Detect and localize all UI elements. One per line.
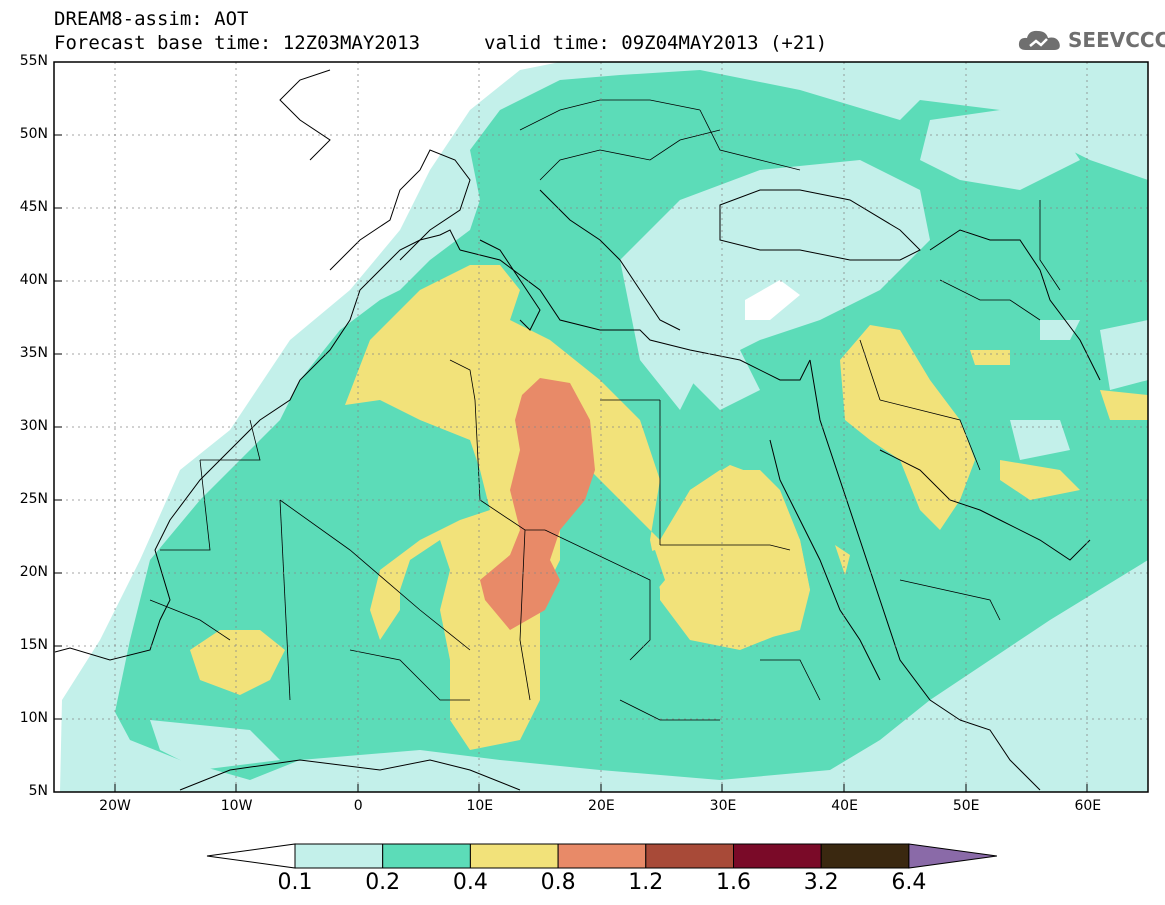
colorbar-segment (733, 843, 822, 869)
lat-label: 5N (28, 783, 48, 799)
lon-label: 30E (709, 798, 737, 814)
lon-label: 10W (220, 798, 253, 814)
lon-label: 0 (353, 798, 363, 814)
lat-label: 20N (19, 564, 48, 580)
colorbar-level-label: 0.1 (277, 870, 313, 895)
seevccc-logo: SEEVCCC (1016, 26, 1165, 54)
lat-label: 25N (19, 491, 48, 507)
colorbar-over-arrow (908, 843, 997, 869)
colorbar-segment (645, 843, 734, 869)
lon-label: 10E (466, 798, 494, 814)
lat-label: 40N (19, 272, 48, 288)
lat-label: 35N (19, 345, 48, 361)
colorbar-segment (382, 843, 471, 869)
colorbar-under-arrow (206, 843, 296, 869)
lon-label: 20E (588, 798, 615, 814)
logo-text: SEEVCCC (1068, 28, 1165, 52)
lat-label: 50N (19, 126, 48, 142)
colorbar-level-label: 0.2 (365, 870, 401, 895)
colorbar-segment (469, 843, 559, 869)
title-2: Forecast base time: 12Z03MAY2013 (54, 32, 421, 54)
title-1: DREAM8-assim: AOT (54, 8, 249, 30)
colorbar-segment (820, 843, 910, 869)
lon-label: 40E (831, 798, 858, 814)
lon-label: 20W (99, 798, 131, 814)
lat-label: 15N (19, 637, 48, 653)
lat-label: 10N (19, 710, 48, 726)
lat-label: 30N (19, 418, 48, 434)
aot-band-0.8 (480, 378, 595, 630)
colorbar (206, 843, 997, 869)
colorbar-level-label: 3.2 (803, 870, 839, 895)
colorbar-level-label: 0.4 (452, 870, 488, 895)
lat-label: 45N (19, 199, 48, 215)
lat-label: 55N (19, 53, 48, 69)
colorbar-segment (294, 843, 384, 869)
colorbar-level-label: 6.4 (891, 870, 927, 895)
cloud-icon (1018, 30, 1060, 50)
valid-time: valid time: 09Z04MAY2013 (+21) (484, 32, 828, 54)
lon-label: 60E (1074, 798, 1102, 814)
lon-label: 50E (952, 798, 980, 814)
colorbar-level-label: 1.2 (628, 870, 664, 895)
colorbar-level-label: 0.8 (540, 870, 576, 895)
colorbar-level-label: 1.6 (716, 870, 751, 895)
colorbar-segment (557, 843, 647, 869)
